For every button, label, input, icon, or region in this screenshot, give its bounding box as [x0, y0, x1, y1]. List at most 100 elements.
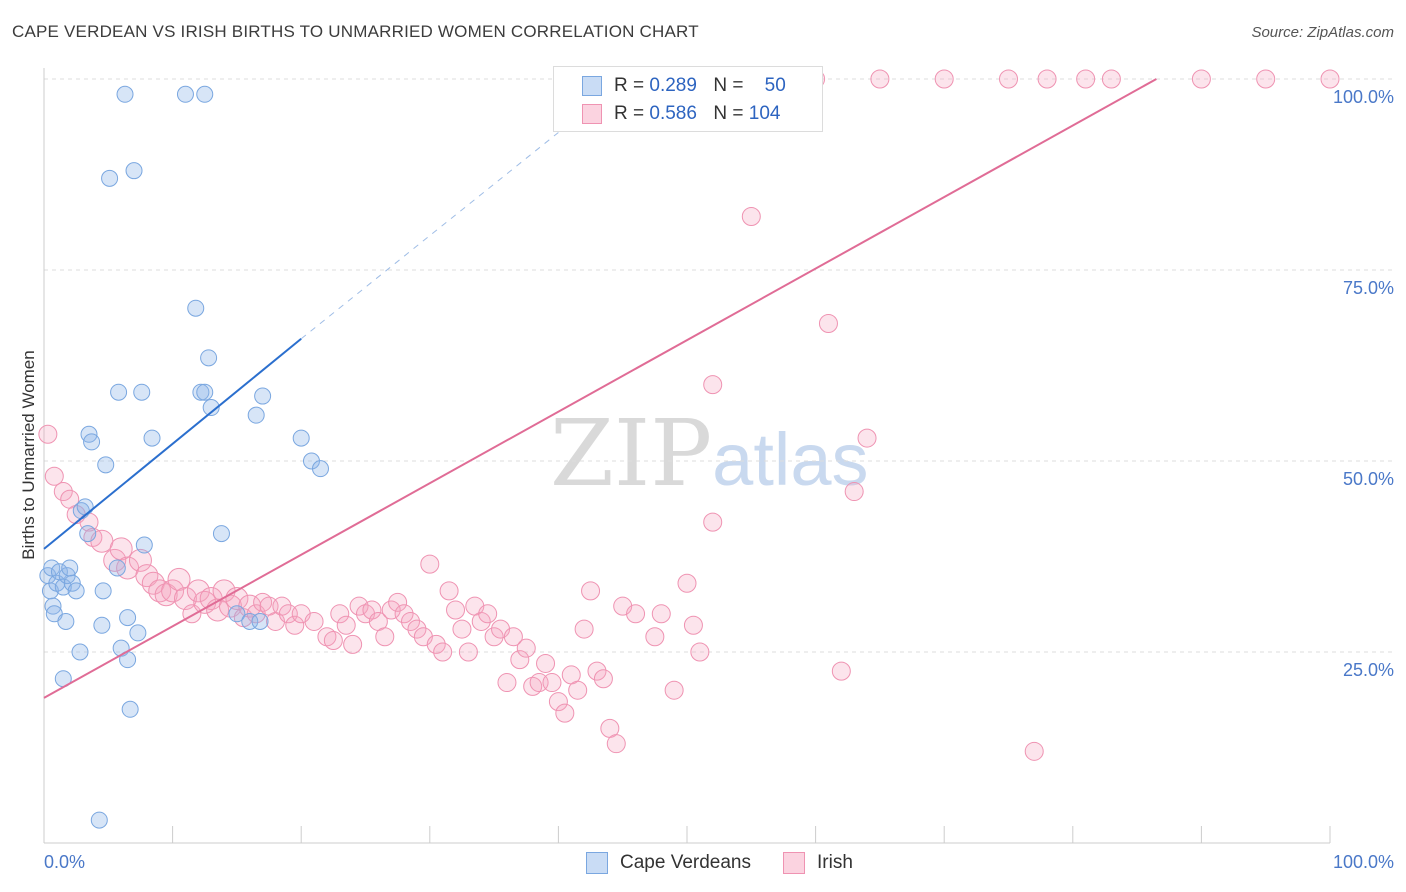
irish-point: [330, 604, 350, 624]
irish-point: [497, 673, 517, 693]
cape-verdean-point: [143, 429, 161, 447]
irish-point: [362, 600, 382, 620]
legend-n-value: 104: [748, 103, 781, 124]
irish-point: [109, 537, 133, 561]
cape-verdean-point: [292, 429, 310, 447]
irish-point: [1320, 69, 1340, 89]
irish-point: [484, 627, 504, 647]
cape-verdean-point: [76, 498, 94, 516]
cape-verdean-point: [176, 85, 194, 103]
irish-point: [135, 564, 159, 588]
cape-verdean-point: [110, 383, 128, 401]
legend-row-cape-verdeans: R = 0.289 N = 50: [554, 72, 786, 100]
irish-point: [857, 428, 877, 448]
irish-point: [452, 619, 472, 639]
irish-point: [1101, 69, 1121, 89]
irish-point: [818, 313, 838, 333]
irish-point: [375, 627, 395, 647]
y-tick-label-75: 75.0%: [1342, 278, 1394, 298]
irish-point: [420, 554, 440, 574]
irish-point: [323, 631, 343, 651]
cape-verdean-point: [83, 433, 101, 451]
irish-point: [304, 611, 324, 631]
irish-point: [581, 581, 601, 601]
irish-point: [349, 596, 369, 616]
legend-row-irish: R = 0.586 N = 104: [554, 100, 780, 128]
cape-verdean-point: [129, 624, 147, 642]
grid: [44, 78, 1392, 653]
irish-point: [38, 424, 58, 444]
irish-point: [285, 615, 305, 635]
x-tick-label-min: 0.0%: [44, 852, 86, 872]
trend-lines: [43, 78, 1157, 699]
irish-point: [426, 634, 446, 654]
legend-n-label: N =: [713, 103, 744, 124]
cape-verdean-point: [119, 609, 137, 627]
axes: [43, 68, 1331, 844]
irish-point: [516, 638, 536, 658]
irish-point: [167, 567, 191, 591]
cape-verdean-point: [54, 578, 72, 596]
irish-point: [471, 611, 491, 631]
irish-point: [388, 592, 408, 612]
irish-point: [433, 642, 453, 662]
irish-point: [407, 619, 427, 639]
watermark-atlas: atlas: [712, 418, 869, 501]
cape-verdean-point: [94, 582, 112, 600]
irish-point: [999, 69, 1018, 89]
cape-verdean-point: [79, 525, 97, 543]
cape-verdean-point: [241, 612, 259, 630]
irish-point: [343, 634, 363, 654]
irish-point: [645, 627, 665, 647]
irish-point: [44, 466, 64, 486]
bottom-legend-irish: Irish: [783, 852, 853, 874]
chart-title: CAPE VERDEAN VS IRISH BIRTHS TO UNMARRIE…: [12, 22, 699, 41]
irish-point: [536, 653, 556, 673]
legend-swatch-cape-verdeans: [582, 76, 602, 96]
cape-verdean-point: [90, 811, 108, 829]
bottom-legend-swatch-cape-verdeans: [586, 852, 608, 874]
irish-point: [1256, 69, 1276, 89]
irish-point: [154, 583, 178, 607]
irish-point: [148, 579, 172, 603]
irish-point: [128, 548, 152, 572]
bottom-legend-label: Irish: [817, 852, 853, 873]
cape-verdean-point: [135, 536, 153, 554]
cape-verdean-point: [101, 169, 119, 187]
irish-point: [1024, 741, 1044, 761]
cape-verdean-point: [97, 456, 115, 474]
irish-point: [664, 680, 684, 700]
legend-r-label: R =: [614, 75, 645, 96]
cape-verdean-trend-line: [43, 337, 302, 550]
irish-point: [458, 642, 478, 662]
y-tick-label-100: 100.0%: [1332, 87, 1394, 107]
irish-point: [186, 579, 210, 603]
irish-point: [548, 692, 568, 712]
x-tick-label-max: 100.0%: [1332, 852, 1394, 872]
irish-point: [831, 661, 851, 681]
cape-verdean-point: [187, 299, 205, 317]
irish-point: [381, 600, 401, 620]
irish-point: [844, 482, 864, 502]
irish-point: [173, 587, 197, 611]
cape-verdean-point: [108, 559, 126, 577]
cape-verdean-point: [57, 612, 75, 630]
irish-point: [934, 69, 954, 89]
cape-verdean-point: [43, 559, 61, 577]
irish-point: [542, 673, 562, 693]
irish-point: [394, 604, 414, 624]
cape-verdean-point: [251, 612, 269, 630]
irish-point: [446, 600, 466, 620]
irish-point: [439, 581, 459, 601]
irish-point: [651, 604, 671, 624]
cape-verdean-point: [125, 162, 143, 180]
irish-trend-line: [43, 78, 1157, 699]
irish-point: [593, 669, 613, 689]
irish-point: [1076, 69, 1096, 89]
legend-n-value: 50: [764, 75, 786, 96]
irish-point: [587, 661, 607, 681]
source-label: Source: ZipAtlas.com: [1251, 24, 1394, 41]
cape-verdean-point: [202, 399, 220, 417]
irish-point: [741, 207, 761, 227]
